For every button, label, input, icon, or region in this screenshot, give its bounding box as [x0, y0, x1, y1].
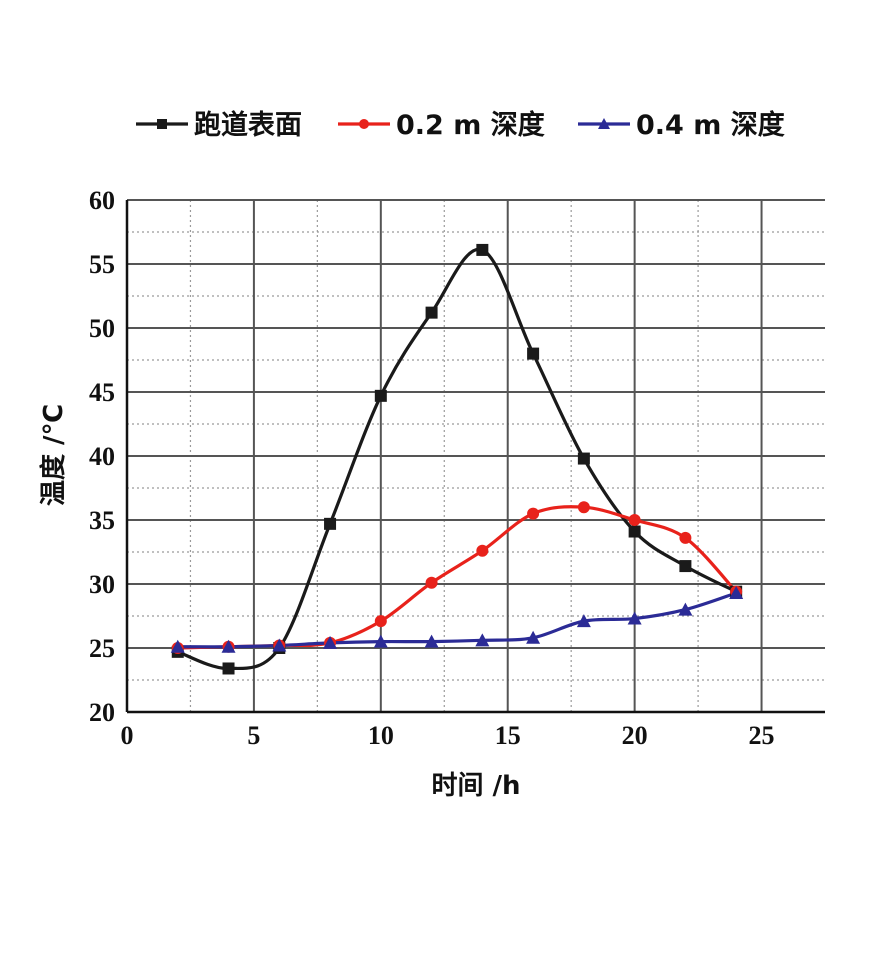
data-point-square: [374, 389, 387, 402]
series-line-2: [177, 505, 738, 650]
data-point-square: [476, 243, 489, 256]
x-axis-label: 时间 /h: [431, 771, 520, 801]
y-tick-label: 55: [89, 250, 115, 279]
data-point-triangle: [627, 611, 642, 625]
data-point-triangle: [221, 639, 236, 653]
y-tick-label: 45: [89, 378, 115, 407]
data-point-triangle: [373, 634, 388, 648]
data-point-diamond: [628, 514, 641, 526]
data-point-triangle: [323, 635, 338, 649]
data-point-triangle: [729, 585, 744, 599]
data-point-square: [679, 560, 692, 573]
y-tick-label: 50: [89, 314, 115, 343]
x-tick-label: 0: [121, 721, 134, 750]
data-point-square: [628, 525, 641, 538]
series-markers: [170, 243, 744, 675]
x-tick-label: 20: [622, 721, 648, 750]
data-point-diamond: [359, 119, 369, 129]
y-tick-label: 60: [89, 186, 115, 215]
series-line-3: [177, 591, 737, 649]
grid: [127, 199, 825, 712]
data-point-triangle: [272, 638, 287, 652]
legend: 跑道表面 0.2 m 深度 0.4 m 深度: [136, 109, 785, 141]
x-tick-label: 10: [368, 721, 394, 750]
x-tick-label: 5: [247, 721, 260, 750]
data-point-triangle: [598, 118, 610, 129]
data-point-triangle: [475, 633, 490, 647]
data-point-square: [527, 347, 540, 360]
data-point-triangle: [424, 634, 439, 648]
data-point-square: [577, 452, 590, 465]
y-tick-label: 25: [89, 634, 115, 663]
data-point-diamond: [476, 544, 489, 557]
legend-label-1: 跑道表面: [194, 109, 302, 141]
data-point-triangle: [526, 630, 541, 644]
x-tick-label: 15: [495, 721, 521, 750]
y-tick-label: 40: [89, 442, 115, 471]
data-point-triangle: [170, 639, 185, 653]
y-tick-label: 20: [89, 698, 115, 727]
data-point-diamond: [425, 576, 438, 589]
series-line-1: [177, 247, 737, 671]
data-point-triangle: [576, 614, 591, 628]
y-axis-label: 温度 /℃: [38, 404, 69, 506]
x-tick-label: 25: [749, 721, 775, 750]
data-point-square: [157, 119, 167, 129]
data-point-square: [222, 662, 235, 675]
data-point-diamond: [374, 615, 387, 628]
y-tick-labels: 20 25 30 35 40 45 50 55 60: [89, 186, 115, 727]
legend-label-2: 0.2 m 深度: [396, 109, 545, 141]
data-point-triangle: [678, 602, 693, 616]
axes: [125, 200, 825, 714]
data-point-diamond: [679, 531, 692, 544]
x-tick-labels: 0 5 10 15 20 25: [121, 721, 775, 750]
y-tick-label: 35: [89, 506, 115, 535]
data-point-diamond: [527, 507, 540, 520]
series-lines: [177, 247, 738, 671]
legend-label-3: 0.4 m 深度: [636, 109, 785, 141]
data-point-square: [324, 517, 337, 530]
data-point-square: [425, 306, 438, 319]
data-point-diamond: [577, 501, 590, 514]
y-tick-label: 30: [89, 570, 115, 599]
